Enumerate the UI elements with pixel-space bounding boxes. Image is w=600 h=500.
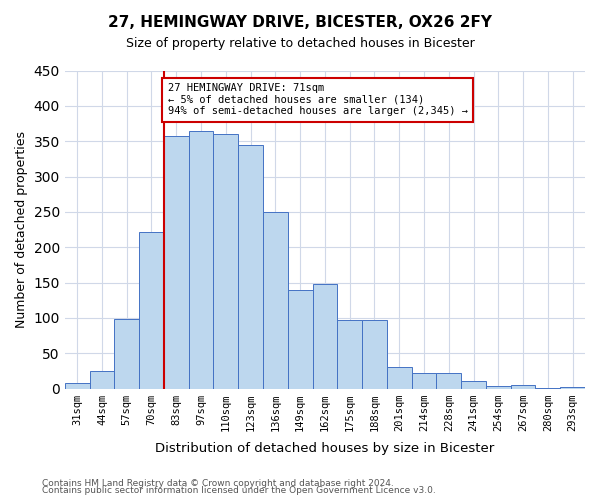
Bar (436, 373, 461, 388)
Text: 27 HEMINGWAY DRIVE: 71sqm
← 5% of detached houses are smaller (134)
94% of semi-: 27 HEMINGWAY DRIVE: 71sqm ← 5% of detach… (167, 83, 467, 116)
Bar (263, 212, 288, 388)
Bar (560, 387, 585, 388)
Y-axis label: Number of detached properties: Number of detached properties (15, 131, 28, 328)
Bar (387, 368, 412, 388)
X-axis label: Distribution of detached houses by size in Bicester: Distribution of detached houses by size … (155, 442, 494, 455)
Bar (65, 383, 89, 388)
Bar (486, 386, 511, 388)
Text: Size of property relative to detached houses in Bicester: Size of property relative to detached ho… (125, 38, 475, 51)
Bar (412, 373, 436, 388)
Bar (238, 144, 263, 388)
Text: 27, HEMINGWAY DRIVE, BICESTER, OX26 2FY: 27, HEMINGWAY DRIVE, BICESTER, OX26 2FY (108, 15, 492, 30)
Bar (214, 134, 238, 388)
Bar (313, 284, 337, 389)
Bar (511, 385, 535, 388)
Bar (188, 130, 214, 388)
Bar (288, 290, 313, 388)
Bar (164, 136, 188, 388)
Bar (337, 320, 362, 388)
Text: Contains HM Land Registry data © Crown copyright and database right 2024.: Contains HM Land Registry data © Crown c… (42, 478, 394, 488)
Bar (89, 371, 115, 388)
Bar (115, 320, 139, 388)
Bar (461, 381, 486, 388)
Bar (139, 232, 164, 388)
Bar (362, 320, 387, 388)
Text: Contains public sector information licensed under the Open Government Licence v3: Contains public sector information licen… (42, 486, 436, 495)
